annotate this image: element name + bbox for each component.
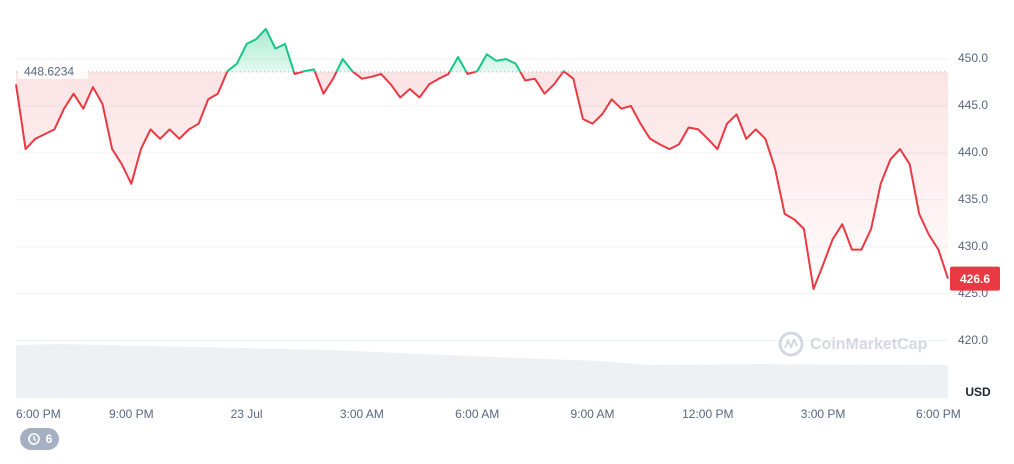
x-tick-label: 12:00 PM (682, 407, 733, 421)
x-tick-label: 9:00 AM (570, 407, 614, 421)
price-line (15, 27, 949, 290)
last-price-label: 426.6 (960, 272, 990, 286)
area-fill (16, 28, 948, 290)
x-tick-label: 9:00 PM (109, 407, 154, 421)
y-tick-label: 430.0 (958, 239, 988, 253)
x-tick-label: 3:00 PM (801, 407, 846, 421)
currency-label: USD (965, 385, 991, 399)
y-tick-label: 450.0 (958, 51, 988, 65)
x-tick-label: 6:00 AM (455, 407, 499, 421)
x-tick-label: 6:00 PM (16, 407, 61, 421)
y-tick-label: 445.0 (958, 98, 988, 112)
reference-label-bg (18, 62, 88, 79)
history-badge[interactable]: 6 (20, 428, 59, 450)
reference-label: 448.6234 (24, 65, 74, 79)
y-tick-label: 435.0 (958, 192, 988, 206)
x-tick-label: 23 Jul (231, 407, 263, 421)
x-tick-label: 3:00 AM (340, 407, 384, 421)
watermark-text: CoinMarketCap (810, 336, 928, 353)
volume-band (16, 344, 948, 398)
y-tick-label: 440.0 (958, 145, 988, 159)
badge-count[interactable]: 6 (46, 432, 53, 446)
y-tick-label: 420.0 (958, 333, 988, 347)
last-price-tag (950, 266, 1000, 291)
watermark: CoinMarketCap (778, 331, 928, 357)
x-tick-label: 6:00 PM (916, 407, 961, 421)
